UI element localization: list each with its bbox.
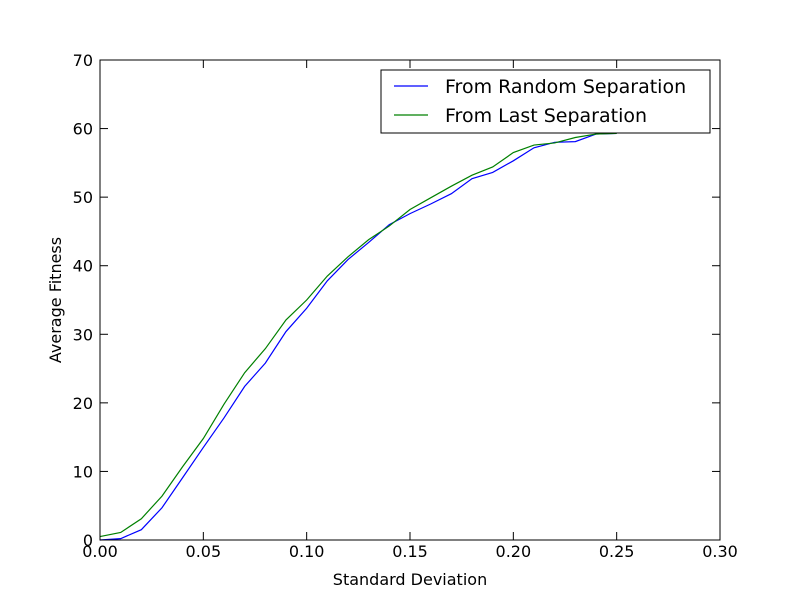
y-tick-label: 30	[73, 325, 93, 344]
y-tick-label: 50	[73, 188, 93, 207]
plot-area	[100, 60, 720, 540]
x-axis-label: Standard Deviation	[333, 570, 487, 589]
y-tick-label: 0	[83, 531, 93, 550]
y-tick-label: 70	[73, 51, 93, 70]
series-layer	[99, 132, 617, 541]
y-tick-label: 20	[73, 394, 93, 413]
legend-box	[380, 69, 711, 134]
y-tick-label: 60	[73, 120, 93, 139]
x-tick-label: 0.25	[599, 542, 635, 561]
legend-label-last: From Last Separation	[445, 105, 647, 127]
y-tick-label: 40	[73, 257, 93, 276]
x-tick-label: 0.05	[186, 542, 222, 561]
series-line-random	[99, 132, 617, 541]
x-tick-label: 0.20	[496, 542, 532, 561]
plot-frame	[99, 59, 721, 541]
x-tick-label: 0.15	[392, 542, 428, 561]
y-tick-label: 10	[73, 462, 93, 481]
ticks-layer: 0.00 0.05 0.10 0.15 0.20 0.25 0.30 0 10 20 30 40 50 6…	[73, 51, 738, 561]
series-line-last	[99, 132, 617, 538]
legend-label-random: From Random Separation	[445, 76, 686, 98]
x-tick-label: 0.10	[289, 542, 325, 561]
x-tick-label: 0.00	[82, 542, 118, 561]
x-tick-label: 0.30	[702, 542, 738, 561]
legend: From Random Separation From Last Separat…	[380, 69, 711, 134]
y-axis-label: Average Fitness	[46, 237, 65, 363]
